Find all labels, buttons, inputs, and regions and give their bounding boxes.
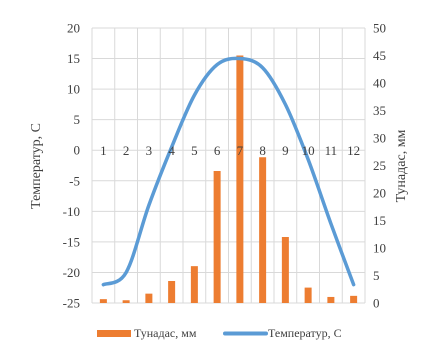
- right-tick-label: 15: [373, 213, 386, 228]
- month-label-12: 12: [347, 143, 360, 158]
- legend-bar-label: Тунадас, мм: [134, 326, 197, 340]
- right-tick-label: 45: [373, 48, 386, 63]
- month-label-11: 11: [325, 143, 338, 158]
- bars-precipitation: [99, 55, 358, 303]
- month-label-10: 10: [302, 143, 315, 158]
- month-label-6: 6: [214, 143, 221, 158]
- right-axis-title: Тунадас, мм: [394, 129, 409, 202]
- right-tick-label: 35: [373, 103, 386, 118]
- gridlines: [91, 27, 366, 304]
- right-tick-label: 50: [373, 21, 386, 36]
- left-tick-label: -10: [63, 204, 80, 219]
- left-tick-label: -20: [63, 265, 80, 280]
- bar-month-11: [327, 296, 335, 303]
- right-tick-label: 30: [373, 131, 386, 146]
- left-tick-label: -25: [63, 296, 80, 311]
- bar-month-9: [281, 237, 289, 303]
- left-tick-label: -15: [63, 234, 80, 249]
- bar-month-1: [99, 299, 107, 303]
- bar-month-6: [213, 171, 221, 303]
- left-tick-label: 5: [74, 112, 81, 127]
- month-label-7: 7: [237, 143, 244, 158]
- left-tick-label: 0: [74, 143, 81, 158]
- legend-line-label: Температур, С: [268, 326, 342, 340]
- month-label-8: 8: [259, 143, 266, 158]
- month-label-3: 3: [146, 143, 153, 158]
- right-tick-label: 0: [373, 296, 380, 311]
- right-tick-label: 25: [373, 158, 386, 173]
- right-tick-label: 10: [373, 241, 386, 256]
- temperature-line: [101, 56, 356, 287]
- left-tick-label: 10: [67, 82, 80, 97]
- bar-month-7: [236, 55, 244, 303]
- month-label-4: 4: [168, 143, 175, 158]
- bar-month-4: [168, 281, 176, 303]
- legend-bar-swatch: [97, 330, 131, 337]
- left-tick-label: 15: [67, 51, 80, 66]
- line-temperature: [101, 56, 356, 287]
- month-labels: 1 2 3 4 5 6 7 8 9 10 11 12: [100, 143, 360, 158]
- bar-month-2: [122, 300, 130, 303]
- left-axis-ticks: 20 15 10 5 0 -5 -10 -15 -20 -25: [63, 21, 80, 311]
- right-tick-label: 5: [373, 268, 380, 283]
- bar-month-3: [145, 293, 153, 303]
- left-tick-label: 20: [67, 21, 80, 36]
- left-tick-label: -5: [69, 173, 80, 188]
- bar-month-8: [259, 157, 267, 303]
- right-tick-label: 40: [373, 76, 386, 91]
- bar-month-12: [350, 295, 358, 303]
- left-axis-title: Температур, С: [29, 123, 44, 209]
- bar-month-5: [190, 266, 198, 303]
- month-label-9: 9: [282, 143, 289, 158]
- month-label-5: 5: [191, 143, 198, 158]
- bar-month-10: [304, 287, 312, 303]
- month-label-1: 1: [100, 143, 107, 158]
- month-label-2: 2: [123, 143, 130, 158]
- legend: Тунадас, мм Температур, С: [97, 326, 342, 340]
- right-tick-label: 20: [373, 186, 386, 201]
